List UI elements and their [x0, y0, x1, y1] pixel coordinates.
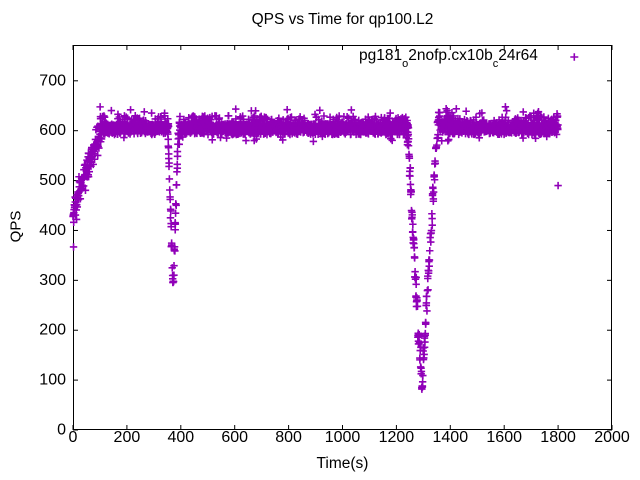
svg-text:600: 600: [221, 429, 248, 446]
svg-text:100: 100: [39, 372, 66, 389]
svg-text:1800: 1800: [540, 429, 576, 446]
svg-text:600: 600: [39, 122, 66, 139]
svg-text:200: 200: [39, 322, 66, 339]
svg-text:400: 400: [167, 429, 194, 446]
svg-text:400: 400: [39, 222, 66, 239]
svg-text:2000: 2000: [594, 429, 630, 446]
svg-text:300: 300: [39, 272, 66, 289]
svg-text:500: 500: [39, 172, 66, 189]
svg-text:800: 800: [275, 429, 302, 446]
svg-text:0: 0: [69, 429, 78, 446]
svg-text:700: 700: [39, 72, 66, 89]
svg-text:0: 0: [57, 422, 66, 439]
svg-text:1200: 1200: [379, 429, 415, 446]
svg-text:1000: 1000: [325, 429, 361, 446]
svg-text:200: 200: [114, 429, 141, 446]
svg-text:1600: 1600: [486, 429, 522, 446]
svg-text:1400: 1400: [433, 429, 469, 446]
